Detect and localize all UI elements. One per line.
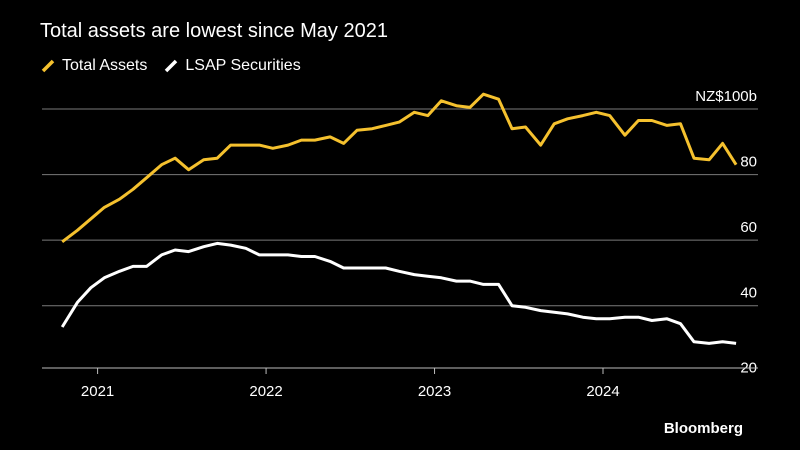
source-label: Bloomberg [663,420,743,437]
total-assets-legend-icon [41,59,55,73]
y-tick-label-40: 40 [740,285,757,302]
chart-title: Total assets are lowest since May 2021 [40,20,388,42]
legend-item-lsap-securities: LSAP Securities [163,57,301,75]
x-tick-label-2024: 2024 [586,383,619,400]
chart-legend: Total Assets LSAP Securities [40,57,317,75]
legend-label-total-assets: Total Assets [62,57,148,74]
x-tick-label-2021: 2021 [81,383,114,400]
y-tick-label-60: 60 [740,219,757,236]
x-tick-label-2022: 2022 [249,383,282,400]
y-tick-label-80: 80 [740,154,757,171]
y-tick-label-100: NZ$100b [695,88,757,105]
series-line-lsap-securities [60,241,737,345]
lsap-securities-legend-icon [165,59,178,73]
series-line-total-assets [61,92,738,243]
legend-item-total-assets: Total Assets [40,57,147,75]
x-tick-label-2023: 2023 [418,383,451,400]
legend-label-lsap-securities: LSAP Securities [185,57,301,74]
